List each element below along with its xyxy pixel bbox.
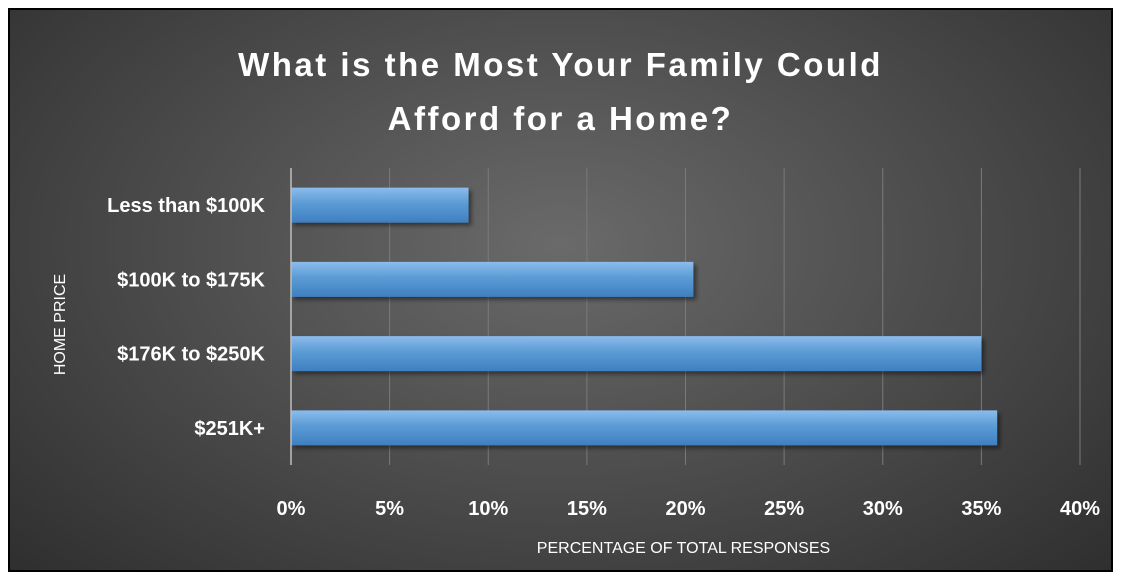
x-tick-label: 20%: [665, 498, 705, 520]
x-tick-label: 30%: [863, 498, 903, 520]
x-tick-label: 15%: [567, 498, 607, 520]
chart-title-line-1: What is the Most Your Family Could: [238, 46, 883, 83]
x-tick-label: 5%: [375, 498, 404, 520]
x-axis-title: PERCENTAGE OF TOTAL RESPONSES: [537, 540, 830, 557]
category-label: $251K+: [194, 418, 265, 440]
category-label: $176K to $250K: [117, 344, 265, 366]
bar: [291, 336, 982, 372]
chart-frame: What is the Most Your Family Could Affor…: [8, 8, 1113, 572]
bar: [291, 410, 998, 446]
category-labels: Less than $100K $100K to $175K $176K to $2…: [107, 195, 265, 440]
x-tick-label: 40%: [1060, 498, 1100, 520]
x-tick-label: 0%: [277, 498, 306, 520]
category-label: $100K to $175K: [117, 269, 265, 291]
y-axis-title: HOME PRICE: [52, 274, 69, 375]
x-tick-label: 25%: [764, 498, 804, 520]
bar: [291, 187, 469, 223]
chart-title-line-2: Afford for a Home?: [387, 100, 734, 137]
bars: [291, 187, 998, 446]
x-tick-label: 10%: [468, 498, 508, 520]
x-tick-labels: 0% 5% 10% 15% 20% 25% 30% 35% 40%: [277, 498, 1101, 520]
bar-chart: Less than $100K $100K to $175K $176K to $2…: [52, 168, 1101, 557]
bar: [291, 261, 694, 297]
category-label: Less than $100K: [107, 195, 265, 217]
x-tick-label: 35%: [961, 498, 1001, 520]
chart-title: What is the Most Your Family Could Affor…: [10, 38, 1111, 146]
